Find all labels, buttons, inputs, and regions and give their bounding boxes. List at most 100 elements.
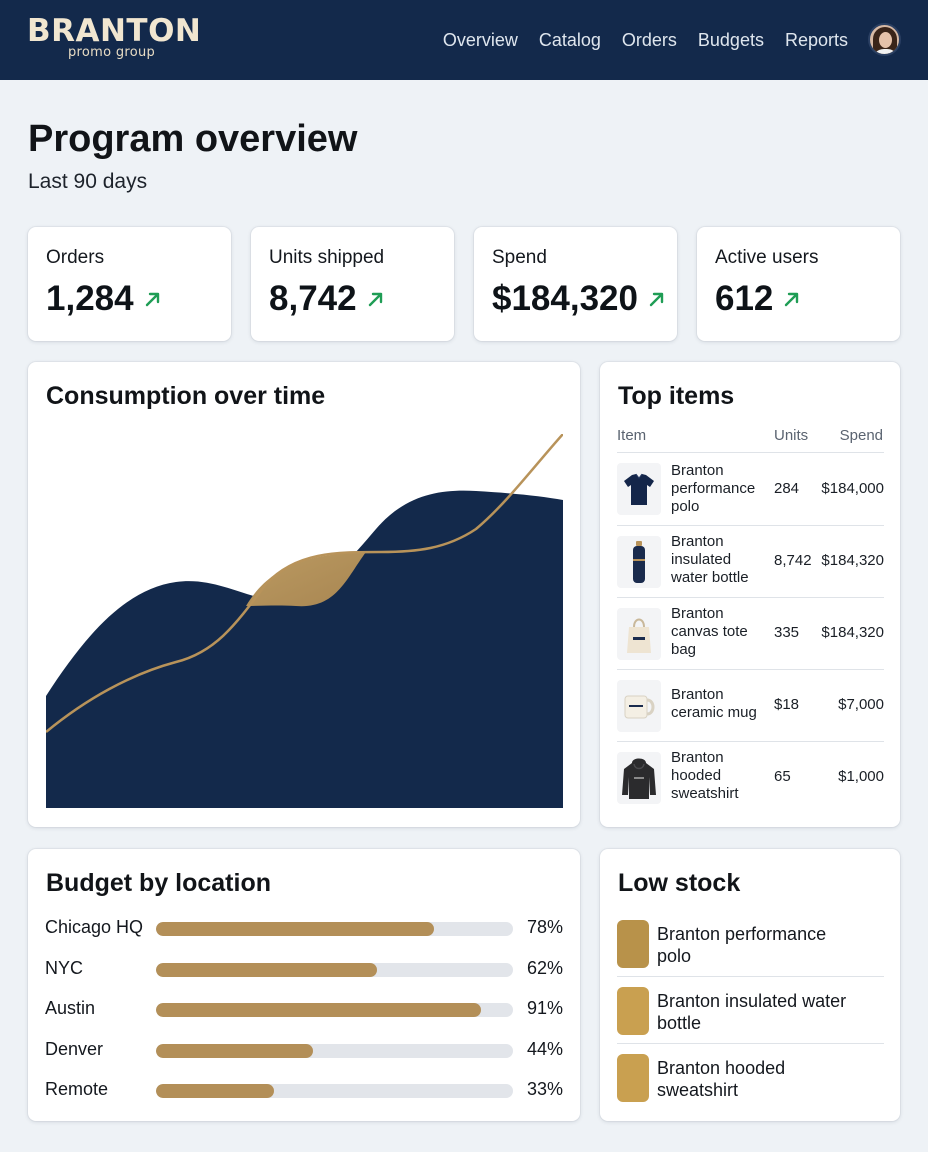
main-nav: Overview Catalog Orders Budgets Reports	[422, 28, 848, 52]
budget-row[interactable]: NYC 62%	[45, 957, 563, 981]
kpi-value: 612	[715, 279, 774, 318]
kpi-card-units-shipped[interactable]: Units shipped 8,742	[251, 227, 454, 341]
top-navigation-bar: BRANTON promo group Overview Catalog Ord…	[0, 0, 928, 80]
budget-row[interactable]: Chicago HQ 78%	[45, 916, 563, 940]
brand-name: BRANTON	[27, 13, 202, 49]
kpi-value: $184,320	[492, 279, 638, 318]
consumption-area-chart[interactable]	[46, 434, 563, 808]
trend-up-arrow-icon	[145, 292, 159, 307]
trend-up-arrow-icon	[785, 292, 799, 307]
budget-row[interactable]: Denver 44%	[45, 1038, 563, 1062]
product-swatch	[617, 987, 649, 1035]
budget-percent: 44%	[526, 1039, 563, 1059]
kpi-value: 1,284	[46, 279, 134, 318]
budget-progress-track	[156, 1084, 513, 1098]
item-name: Branton performance polo	[671, 462, 756, 515]
budget-progress-track	[156, 922, 513, 936]
nav-reports[interactable]: Reports	[784, 30, 848, 50]
budget-percent: 78%	[526, 917, 563, 937]
budget-progress-fill	[156, 1044, 314, 1058]
mug-icon	[617, 680, 661, 732]
top-items-card: Top items Item Units Spend Branton perfo…	[600, 362, 900, 827]
divider	[617, 1043, 884, 1044]
water-bottle-icon	[617, 536, 661, 588]
divider	[617, 669, 884, 670]
kpi-label: Units shipped	[269, 247, 385, 268]
item-units: 284	[774, 480, 800, 497]
low-stock-item-name: Branton performance polo	[657, 924, 827, 966]
divider	[617, 741, 884, 742]
item-units: 335	[774, 624, 800, 641]
budget-location-label: NYC	[45, 958, 84, 978]
budget-progress-track	[156, 1044, 513, 1058]
low-stock-item-name: Branton hooded sweatshirt	[657, 1058, 786, 1100]
kpi-card-orders[interactable]: Orders 1,284	[28, 227, 231, 341]
product-swatch	[617, 1054, 649, 1102]
item-units: 65	[774, 768, 791, 785]
column-header-spend[interactable]: Spend	[839, 427, 883, 444]
page-title: Program overview	[28, 118, 358, 160]
consumption-line-gold	[46, 434, 563, 733]
item-spend: $7,000	[838, 696, 884, 713]
product-swatch	[617, 920, 649, 968]
card-title: Low stock	[618, 869, 741, 897]
brand-tagline: promo group	[68, 45, 156, 60]
table-row[interactable]: Branton canvas tote bag 335 $184,320	[617, 598, 884, 670]
kpi-value: 8,742	[269, 279, 357, 318]
user-avatar[interactable]	[868, 23, 901, 56]
item-units: 8,742	[774, 552, 812, 569]
budget-percent: 91%	[526, 998, 563, 1018]
item-name: Branton ceramic mug	[671, 686, 757, 721]
kpi-label: Orders	[46, 247, 105, 268]
item-units: $18	[774, 696, 800, 713]
trend-up-arrow-icon	[649, 292, 664, 307]
column-header-item[interactable]: Item	[617, 427, 647, 444]
brand-logo[interactable]: BRANTON promo group	[27, 13, 202, 60]
nav-catalog[interactable]: Catalog	[538, 30, 601, 50]
budget-row[interactable]: Austin 91%	[45, 997, 563, 1021]
item-name: Branton canvas tote bag	[671, 605, 748, 658]
trend-up-arrow-icon	[368, 292, 382, 307]
budget-progress-fill	[156, 1003, 481, 1017]
low-stock-item[interactable]: Branton insulated water bottle	[617, 978, 884, 1044]
column-header-units[interactable]: Units	[774, 427, 809, 444]
low-stock-item-name: Branton insulated water bottle	[657, 991, 847, 1033]
nav-overview[interactable]: Overview	[442, 30, 518, 50]
tote-bag-icon	[617, 608, 661, 660]
budget-progress-track	[156, 963, 513, 977]
card-title: Consumption over time	[46, 382, 326, 410]
divider	[617, 525, 884, 526]
hoodie-icon	[617, 752, 661, 804]
kpi-card-spend[interactable]: Spend $184,320	[474, 227, 677, 341]
item-name: Branton hooded sweatshirt	[671, 749, 739, 802]
table-row[interactable]: Branton ceramic mug $18 $7,000	[617, 670, 884, 742]
item-name: Branton insulated water bottle	[671, 533, 749, 586]
kpi-label: Active users	[715, 247, 819, 268]
budget-location-label: Austin	[45, 998, 96, 1018]
low-stock-card: Low stock Branton performance polo Brant…	[600, 849, 900, 1121]
item-spend: $184,320	[821, 624, 884, 641]
budget-by-location-card: Budget by location Chicago HQ 78% NYC 62…	[28, 849, 580, 1121]
low-stock-item[interactable]: Branton performance polo	[617, 911, 884, 977]
card-title: Top items	[618, 382, 735, 410]
budget-progress-fill	[156, 963, 378, 977]
budget-location-label: Denver	[45, 1039, 104, 1059]
consumption-area-navy	[46, 490, 563, 808]
nav-orders[interactable]: Orders	[621, 30, 677, 50]
item-spend: $1,000	[838, 768, 884, 785]
low-stock-item[interactable]: Branton hooded sweatshirt	[617, 1045, 884, 1111]
consumption-area-gold	[246, 552, 366, 607]
table-row[interactable]: Branton insulated water bottle 8,742 $18…	[617, 526, 884, 598]
table-row[interactable]: Branton performance polo 284 $184,000	[617, 453, 884, 525]
table-row[interactable]: Branton hooded sweatshirt 65 $1,000	[617, 742, 884, 814]
nav-budgets[interactable]: Budgets	[697, 30, 764, 50]
kpi-card-active-users[interactable]: Active users 612	[697, 227, 900, 341]
budget-percent: 33%	[526, 1079, 563, 1099]
item-spend: $184,320	[821, 552, 884, 569]
budget-percent: 62%	[526, 958, 563, 978]
budget-progress-fill	[156, 922, 435, 936]
item-spend: $184,000	[821, 480, 884, 497]
divider	[617, 452, 884, 453]
divider	[617, 976, 884, 977]
budget-row[interactable]: Remote 33%	[45, 1078, 563, 1102]
